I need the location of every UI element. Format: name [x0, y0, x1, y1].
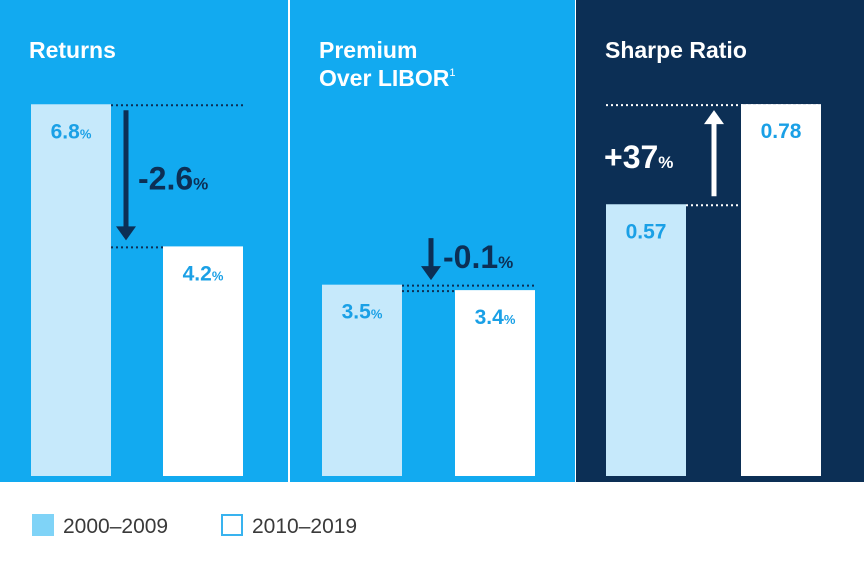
- bar-old: [606, 204, 686, 477]
- bar-new: [741, 104, 821, 477]
- bar-old: [31, 104, 111, 477]
- title-line: Returns: [29, 37, 116, 63]
- panel-title: Returns: [29, 37, 116, 63]
- legend-swatch: [221, 514, 243, 536]
- legend-swatch: [32, 514, 54, 536]
- arrow-down-icon: [421, 266, 441, 281]
- change-label: +37%: [604, 139, 673, 175]
- panel-title: Premium Over LIBOR1: [319, 37, 456, 91]
- legend-label: 2010–2019: [252, 515, 357, 538]
- change-number: +37: [604, 139, 658, 175]
- title-superscript: 1: [449, 67, 455, 79]
- arrow-up-icon: [704, 110, 724, 125]
- value-number: 4.2: [183, 262, 212, 285]
- change-number: -2.6: [138, 160, 193, 196]
- value-number: 3.5: [342, 301, 372, 324]
- value-label: 3.5%: [342, 301, 383, 324]
- legend: 2000–2009 2010–2019: [32, 514, 357, 538]
- bar-old: [322, 284, 402, 476]
- change-unit: %: [193, 174, 208, 193]
- arrow-down-icon: [116, 226, 136, 241]
- title-line: Sharpe Ratio: [605, 37, 747, 63]
- bar-new: [163, 246, 243, 476]
- value-unit: %: [212, 268, 224, 283]
- value-number: 3.4: [475, 306, 505, 329]
- panel-title: Sharpe Ratio: [605, 37, 747, 63]
- change-unit: %: [658, 153, 673, 172]
- legend-label: 2000–2009: [63, 515, 168, 538]
- change-label: -0.1%: [443, 239, 513, 275]
- value-unit: %: [371, 307, 383, 322]
- value-unit: %: [80, 126, 92, 141]
- change-label: -2.6%: [138, 160, 208, 196]
- value-unit: %: [504, 312, 516, 327]
- panel-3: Sharpe Ratio 0.57 0.78 +37%: [576, 0, 864, 482]
- value-number: 0.78: [761, 120, 802, 143]
- bar-new: [455, 290, 535, 476]
- title-line: Over LIBOR: [319, 65, 450, 91]
- value-label: 6.8%: [51, 120, 92, 143]
- value-label: 0.78: [761, 120, 802, 143]
- value-label: 0.57: [626, 220, 667, 243]
- value-label: 4.2%: [183, 262, 224, 285]
- change-number: -0.1: [443, 239, 498, 275]
- title-line: Premium: [319, 37, 417, 63]
- value-label: 3.4%: [475, 306, 516, 329]
- value-number: 6.8: [51, 120, 81, 143]
- value-number: 0.57: [626, 220, 667, 243]
- change-unit: %: [498, 253, 513, 272]
